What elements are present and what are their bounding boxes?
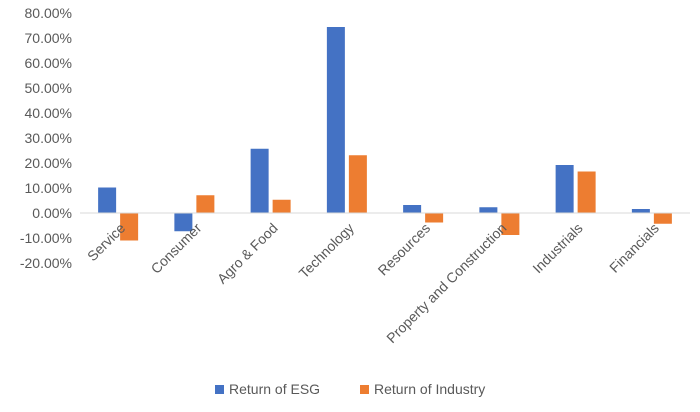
- x-category-label: Financials: [606, 220, 662, 276]
- y-tick-label: 70.00%: [25, 30, 72, 46]
- bar-industry: [348, 155, 367, 213]
- y-tick-label: -20.00%: [20, 255, 72, 271]
- bar-industry: [196, 195, 215, 213]
- y-tick-label: 20.00%: [25, 155, 72, 171]
- legend: Return of ESG Return of Industry: [215, 381, 485, 397]
- legend-label: Return of ESG: [229, 381, 320, 397]
- x-axis-categories: Service Consumer Agro & Food Technology Reso…: [84, 220, 662, 347]
- bar-industry: [425, 213, 444, 223]
- legend-label: Return of Industry: [374, 381, 485, 397]
- y-tick-label: 80.00%: [25, 5, 72, 21]
- bar-esg: [326, 27, 345, 213]
- bar-esg: [250, 148, 269, 213]
- bar-esg: [479, 207, 498, 213]
- bar-industry: [272, 199, 291, 213]
- legend-swatch: [215, 385, 224, 394]
- x-category-label: Service: [84, 220, 128, 264]
- y-tick-label: 0.00%: [32, 205, 72, 221]
- x-category-label: Agro & Food: [214, 220, 281, 287]
- y-tick-label: 30.00%: [25, 130, 72, 146]
- x-category-label: Technology: [296, 220, 357, 281]
- y-tick-label: 40.00%: [25, 105, 72, 121]
- bar-industry: [577, 171, 596, 213]
- bar-industry: [653, 213, 672, 224]
- bars: [98, 27, 672, 241]
- bar-industry: [120, 213, 139, 241]
- legend-swatch: [360, 385, 369, 394]
- y-tick-label: 10.00%: [25, 180, 72, 196]
- y-tick-label: 50.00%: [25, 80, 72, 96]
- bar-esg: [555, 165, 574, 213]
- y-tick-label: 60.00%: [25, 55, 72, 71]
- y-axis-ticks: -20.00% -10.00% 0.00% 10.00% 20.00% 30.00% 40.…: [20, 5, 72, 271]
- bar-esg: [98, 187, 117, 213]
- bar-esg: [631, 209, 650, 213]
- bar-industry: [501, 213, 520, 235]
- bar-esg: [403, 205, 422, 213]
- bar-esg: [174, 213, 193, 232]
- x-category-label: Resources: [375, 220, 434, 279]
- y-tick-label: -10.00%: [20, 230, 72, 246]
- x-category-label: Industrials: [529, 220, 585, 276]
